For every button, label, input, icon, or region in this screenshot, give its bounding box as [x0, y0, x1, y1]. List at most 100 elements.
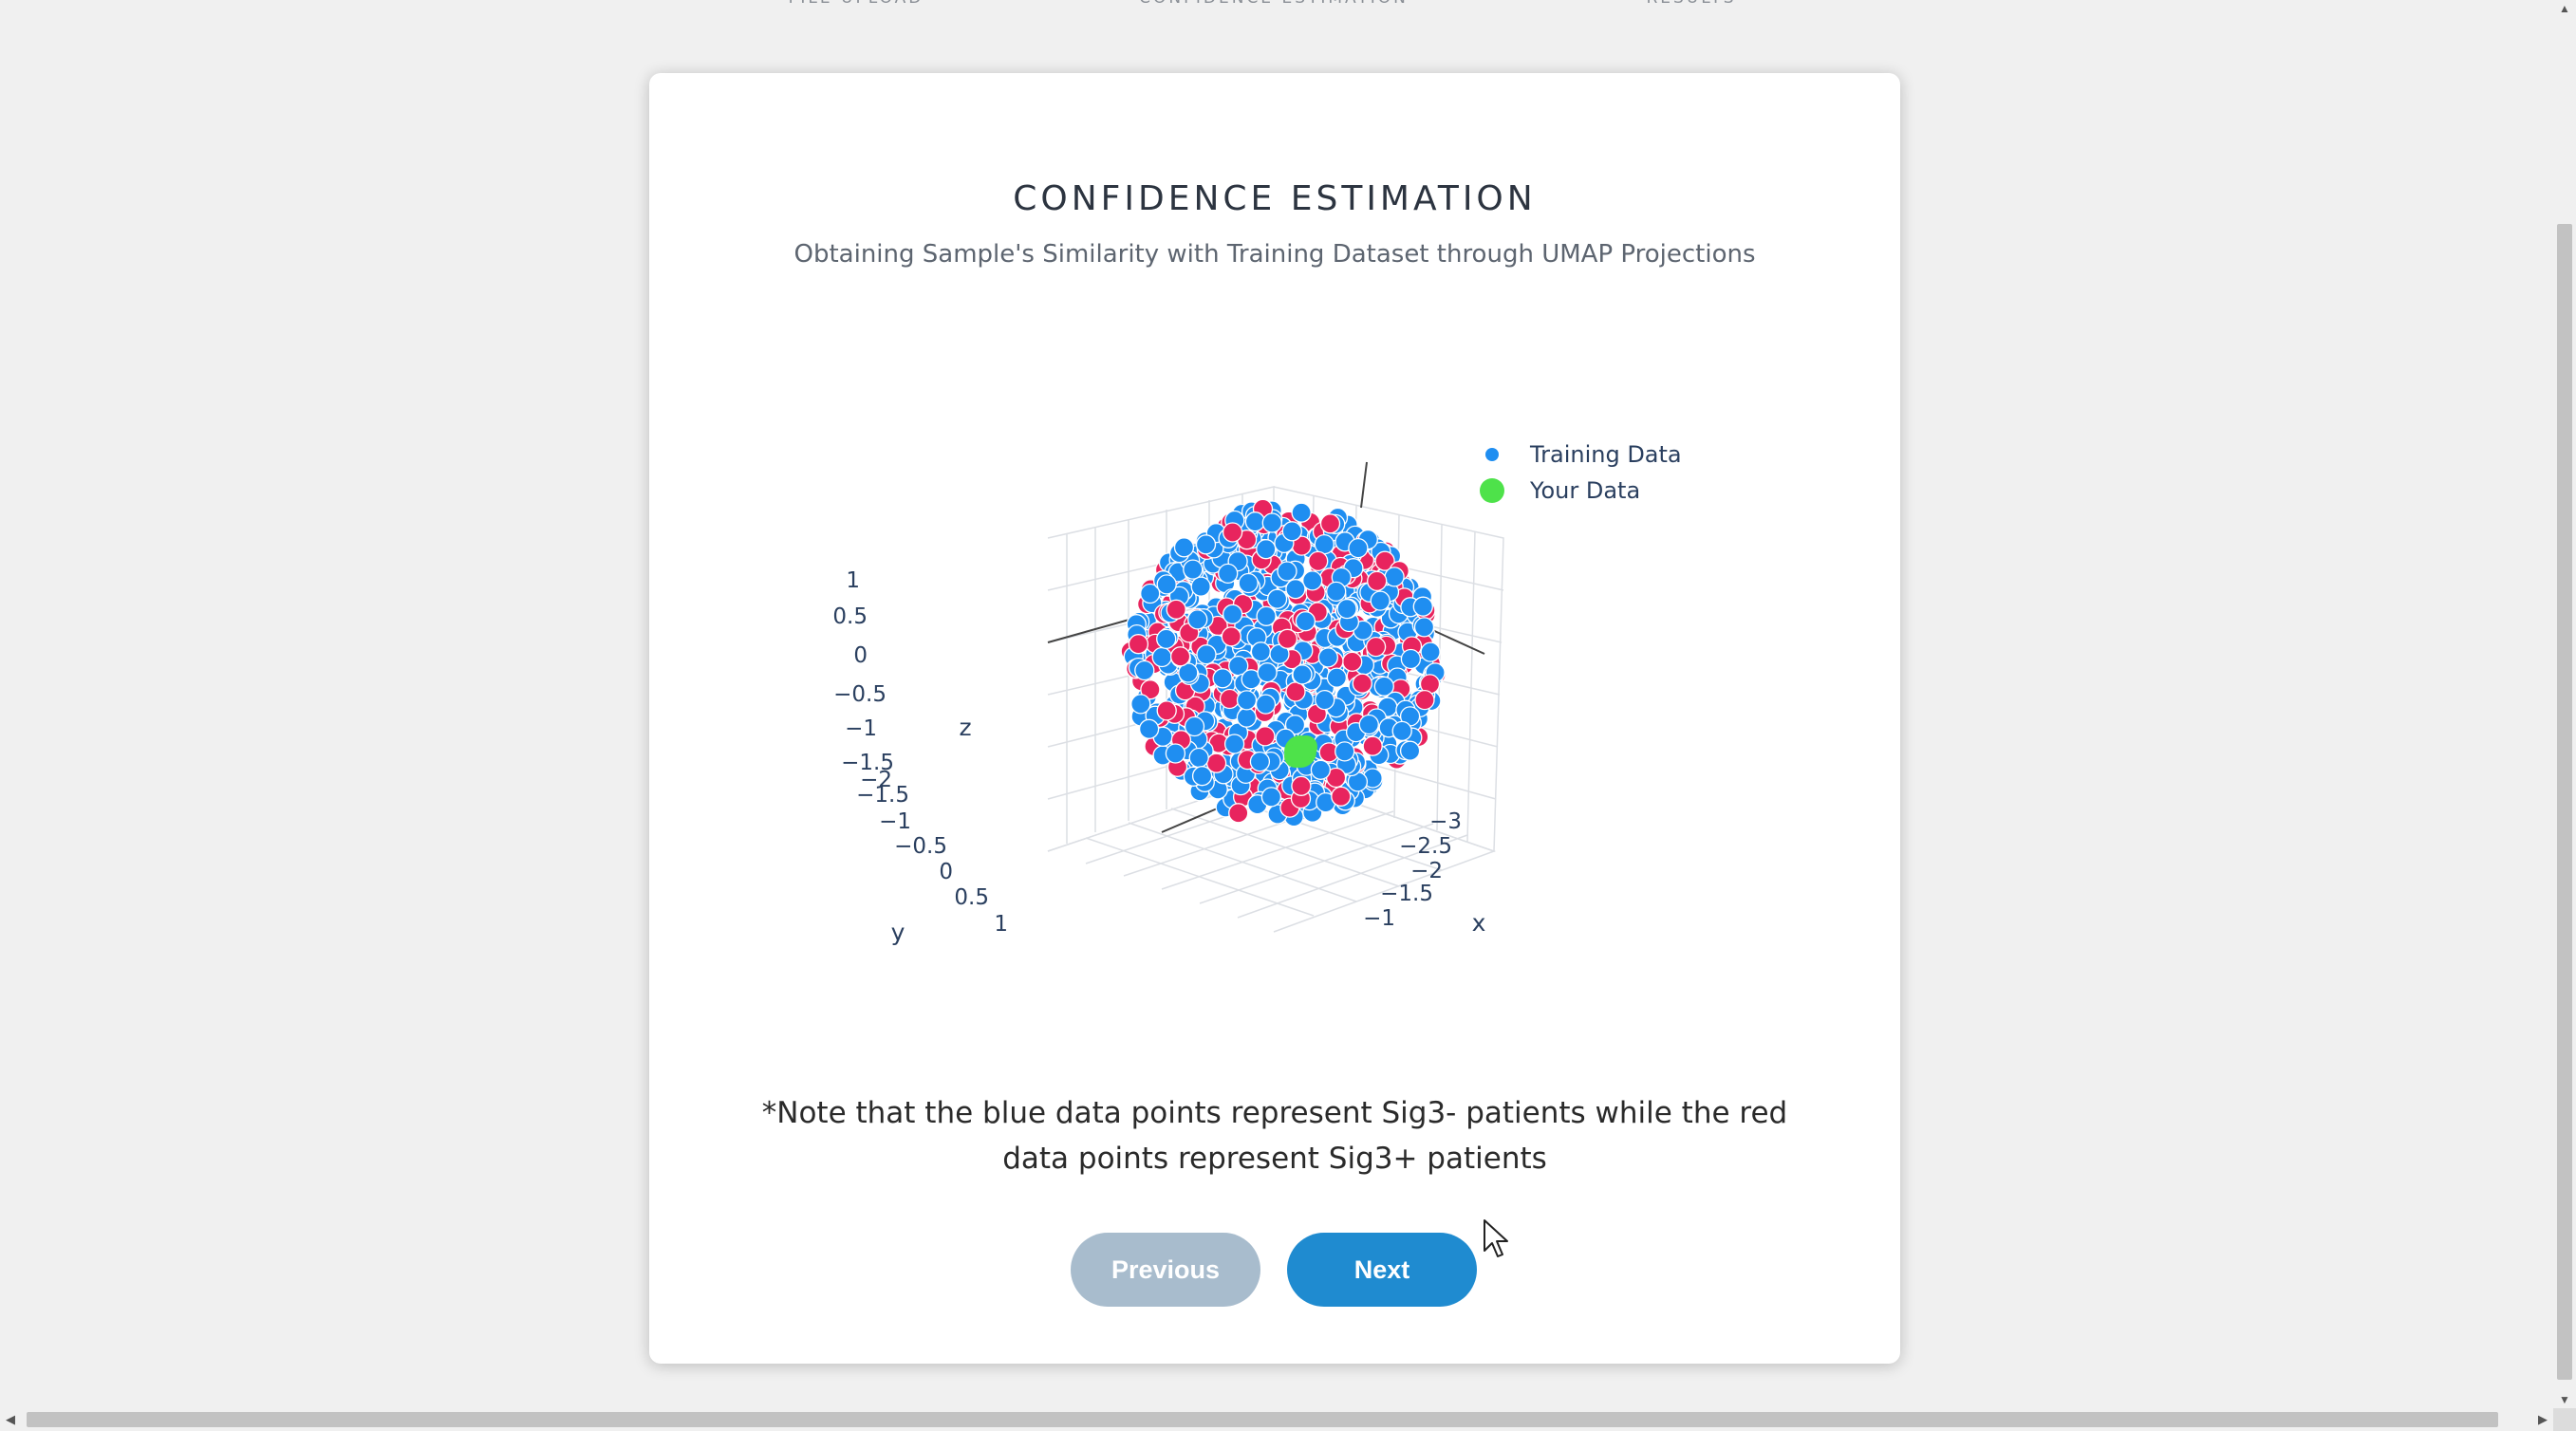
- data-point: [1295, 611, 1316, 632]
- chart-legend[interactable]: Training Data Your Data: [1480, 441, 1682, 504]
- data-point: [1314, 533, 1335, 555]
- previous-button[interactable]: Previous: [1071, 1233, 1260, 1307]
- data-point: [1156, 700, 1177, 721]
- step-confidence-estimation[interactable]: CONFIDENCE ESTIMATION: [1139, 0, 1409, 8]
- umap-3d-scatter-plot[interactable]: 1 0.5 0 −0.5 −1 −1.5 z −2 −1.5 −1 −0.5 0…: [649, 73, 1900, 1364]
- data-point: [1244, 511, 1266, 532]
- data-point: [1191, 766, 1213, 787]
- z-tick-label: −1: [845, 716, 877, 741]
- your-data-points: [1284, 735, 1317, 768]
- data-point: [1156, 628, 1177, 650]
- data-point: [1140, 679, 1161, 700]
- scroll-right-arrow-icon[interactable]: ▶: [2538, 1412, 2548, 1426]
- z-axis-title: z: [959, 714, 971, 741]
- data-point: [1308, 550, 1329, 572]
- legend-item-your-data[interactable]: Your Data: [1480, 477, 1640, 504]
- scroll-down-arrow-icon[interactable]: ▼: [2559, 1393, 2570, 1406]
- page-viewport: FILE UPLOAD CONFIDENCE ESTIMATION RESULT…: [0, 0, 2553, 1364]
- data-point: [1169, 646, 1191, 667]
- y-tick-label: −0.5: [894, 834, 947, 859]
- training-data-points: [1120, 498, 1447, 827]
- next-button[interactable]: Next: [1287, 1233, 1477, 1307]
- step-navigation: FILE UPLOAD CONFIDENCE ESTIMATION RESULT…: [0, 0, 2553, 13]
- data-point: [1188, 747, 1209, 769]
- horizontal-scroll-thumb[interactable]: [27, 1412, 2498, 1427]
- z-tick-label: 0: [853, 643, 868, 668]
- data-point: [1222, 604, 1243, 624]
- card-subtitle: Obtaining Sample's Similarity with Train…: [793, 240, 1756, 269]
- data-point: [1374, 550, 1395, 571]
- data-point: [1277, 628, 1298, 649]
- data-point: [1156, 574, 1177, 595]
- z-tick-label: 1: [846, 568, 860, 593]
- data-point: [1183, 559, 1204, 580]
- data-point: [1151, 646, 1172, 668]
- data-point: [1412, 596, 1433, 617]
- data-point: [1358, 714, 1379, 735]
- data-point: [1414, 689, 1435, 711]
- z-tick-label: −0.5: [833, 682, 887, 707]
- data-point: [1249, 751, 1271, 772]
- data-point: [1348, 537, 1369, 559]
- data-point: [1228, 803, 1249, 824]
- data-point: [1285, 681, 1306, 702]
- data-point: [1365, 636, 1387, 658]
- data-point: [1236, 707, 1258, 728]
- x-tick-label: −2.5: [1399, 834, 1452, 859]
- note-text: *Note that the blue data points represen…: [761, 1096, 1788, 1176]
- data-point: [1284, 715, 1306, 735]
- y-tick-label: 0.5: [954, 885, 989, 910]
- data-point: [1221, 626, 1241, 647]
- data-point: [1212, 668, 1233, 689]
- data-point: [1326, 667, 1348, 688]
- data-point: [1140, 583, 1161, 604]
- data-point: [1420, 641, 1441, 662]
- data-point: [1255, 726, 1276, 747]
- data-point: [1373, 676, 1394, 697]
- data-point: [1315, 689, 1335, 711]
- data-point: [1317, 647, 1338, 668]
- data-point: [1400, 648, 1422, 670]
- data-point: [1130, 694, 1151, 715]
- data-point: [1281, 521, 1302, 542]
- data-point: [1178, 662, 1199, 683]
- scroll-up-arrow-icon[interactable]: ▲: [2559, 2, 2570, 15]
- data-point: [1399, 740, 1421, 761]
- data-point: [1391, 720, 1412, 742]
- data-point: [1128, 634, 1149, 655]
- data-point: [1285, 579, 1306, 600]
- scroll-left-arrow-icon[interactable]: ◀: [6, 1412, 15, 1426]
- data-point: [1219, 688, 1241, 710]
- y-axis-ticks: −2 −1.5 −1 −0.5 0 0.5 1 y: [856, 768, 1008, 946]
- data-point: [1236, 690, 1258, 711]
- data-point: [1196, 644, 1217, 665]
- data-point: [1326, 581, 1347, 603]
- data-point: [1190, 576, 1211, 597]
- data-point: [1291, 502, 1312, 523]
- step-results[interactable]: RESULTS: [1646, 0, 1736, 8]
- y-tick-label: 0: [939, 860, 953, 884]
- vertical-scrollbar[interactable]: ▲ ▼: [2553, 0, 2576, 1408]
- vertical-scroll-thumb[interactable]: [2557, 224, 2572, 1380]
- x-tick-label: −3: [1429, 809, 1462, 834]
- legend-label: Your Data: [1529, 477, 1640, 504]
- data-point: [1195, 534, 1217, 555]
- horizontal-scrollbar[interactable]: ◀ ▶: [0, 1408, 2553, 1431]
- data-point: [1165, 743, 1186, 764]
- data-point: [1250, 641, 1272, 662]
- data-point: [1336, 598, 1357, 620]
- data-point: [1310, 759, 1332, 780]
- y-tick-label: −1.5: [856, 783, 909, 808]
- z-tick-label: 0.5: [832, 604, 868, 629]
- data-point: [1370, 590, 1391, 611]
- step-file-upload[interactable]: FILE UPLOAD: [789, 0, 924, 8]
- legend-item-training-data[interactable]: Training Data: [1485, 441, 1682, 468]
- data-point: [1256, 539, 1277, 560]
- x-tick-label: −1.5: [1380, 882, 1433, 906]
- data-point: [1331, 786, 1352, 807]
- data-point: [1352, 673, 1372, 694]
- data-point: [1138, 718, 1160, 739]
- z-tick-label: −1.5: [841, 751, 894, 775]
- data-point: [1166, 599, 1186, 620]
- data-point: [1266, 588, 1288, 609]
